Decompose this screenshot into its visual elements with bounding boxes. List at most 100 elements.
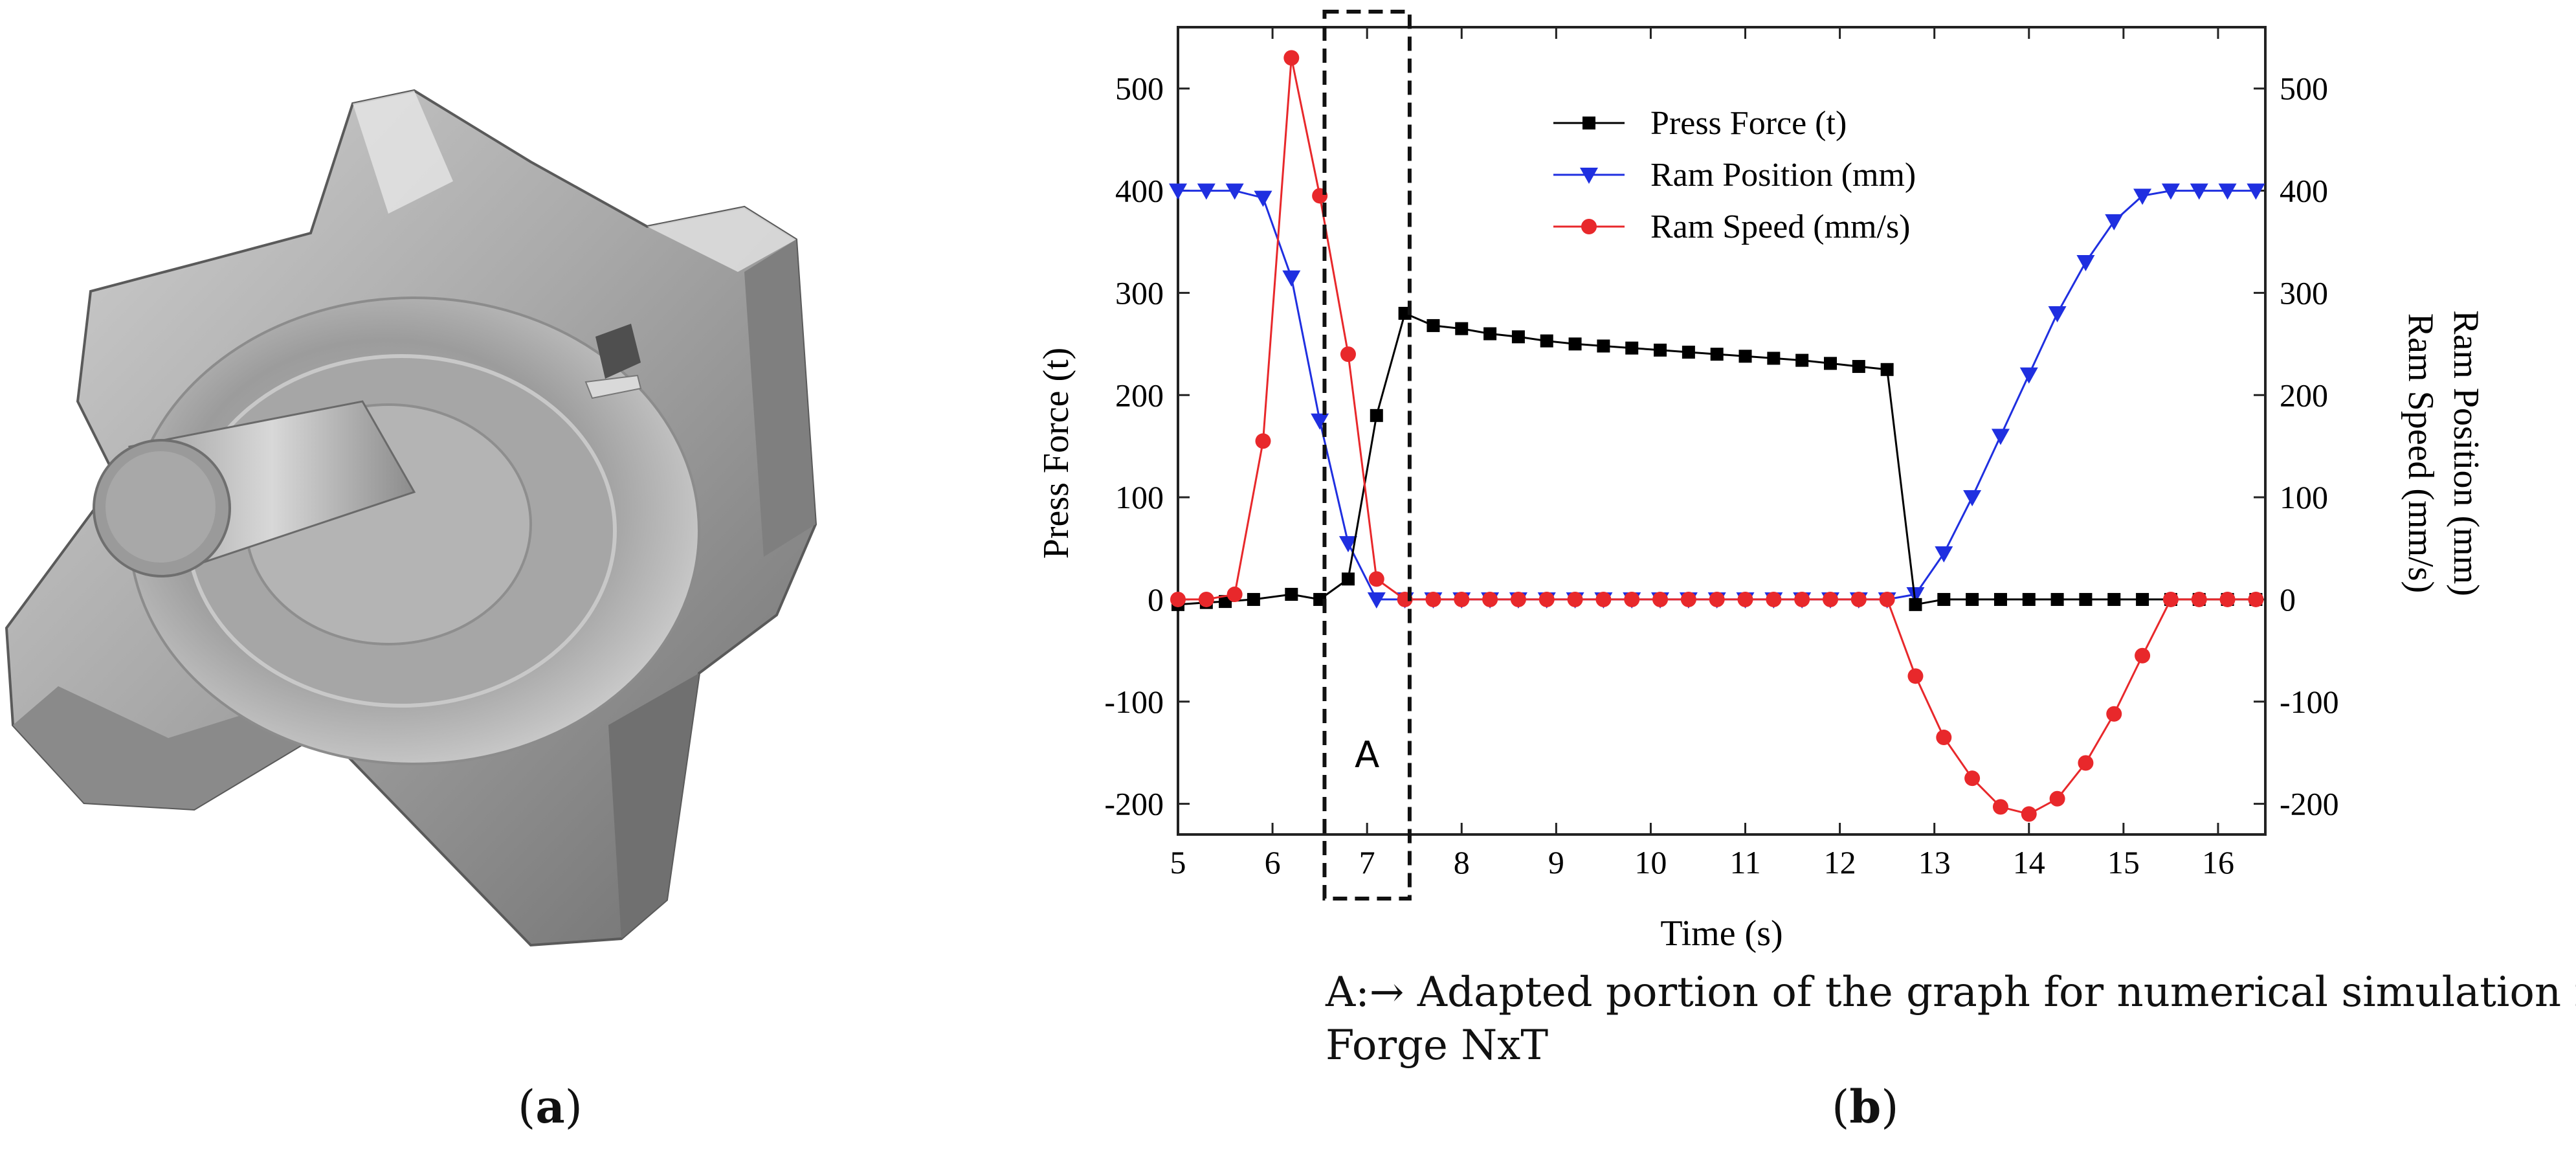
- data-point-ram-position: [1197, 183, 1216, 200]
- data-point-ram-speed: [1652, 591, 1669, 607]
- y-axis-label-right-position: Ram Position (mm): [2446, 310, 2486, 596]
- y-tick-label-right: 400: [2280, 173, 2328, 209]
- y-tick-label-right: 300: [2280, 274, 2328, 311]
- y-tick-label-left: 400: [1115, 173, 1164, 209]
- data-point-press-force: [1597, 339, 1610, 353]
- data-point-ram-speed: [1794, 591, 1810, 607]
- data-point-press-force: [1540, 334, 1553, 348]
- data-point-press-force: [1483, 327, 1497, 341]
- data-point-ram-speed: [2106, 706, 2122, 722]
- data-point-press-force: [1682, 345, 1695, 359]
- data-point-ram-speed: [2219, 591, 2236, 607]
- data-point-ram-speed: [1595, 591, 1612, 607]
- y-axis-label-right-speed: Ram Speed (mm/s): [2401, 313, 2441, 593]
- legend-item-ram-speed: Ram Speed (mm/s): [1553, 208, 1911, 245]
- data-point-press-force: [1824, 357, 1837, 370]
- series-layer: [1169, 50, 2265, 822]
- data-point-ram-speed: [1454, 591, 1470, 607]
- data-point-press-force: [1767, 352, 1781, 365]
- x-tick-label: 12: [1824, 844, 1856, 880]
- series-ram-speed: [1170, 50, 2264, 822]
- data-point-ram-position: [1225, 183, 1244, 200]
- data-point-ram-speed: [1766, 591, 1782, 607]
- data-point-ram-speed: [1879, 591, 1895, 607]
- legend: Press Force (t) Ram Position (mm) Ram Spee…: [1553, 105, 1916, 245]
- data-point-ram-speed: [2162, 591, 2179, 607]
- y-tick-label-left: -100: [1104, 684, 1164, 720]
- data-point-ram-speed: [1538, 591, 1555, 607]
- y-tick-label-left: 300: [1115, 274, 1164, 311]
- data-point-ram-speed: [2021, 806, 2037, 822]
- data-point-press-force: [2136, 592, 2149, 606]
- data-point-press-force: [2079, 592, 2093, 606]
- data-point-ram-speed: [1567, 591, 1583, 607]
- series-line-ram-position: [1178, 190, 2256, 601]
- y-tick-label-right: -200: [2280, 786, 2339, 822]
- data-point-press-force: [1710, 348, 1724, 361]
- data-point-press-force: [1427, 319, 1440, 332]
- data-point-ram-speed: [1170, 591, 1186, 607]
- x-tick-label: 11: [1729, 844, 1760, 880]
- annotation-label-A: A: [1355, 734, 1379, 776]
- data-point-ram-position: [1906, 587, 1925, 604]
- data-point-press-force: [1285, 588, 1298, 601]
- data-point-press-force: [1937, 592, 1951, 606]
- y-tick-label-left: -200: [1104, 786, 1164, 822]
- data-point-ram-speed: [2135, 647, 2151, 664]
- legend-marker: [1580, 168, 1598, 184]
- data-point-press-force: [1455, 322, 1469, 335]
- data-point-press-force: [1738, 350, 1752, 363]
- data-point-ram-position: [2105, 214, 2124, 230]
- y-tick-label-right: -100: [2280, 684, 2339, 720]
- y-tick-label-left: 100: [1115, 479, 1164, 515]
- data-point-ram-speed: [1850, 591, 1867, 607]
- data-point-press-force: [1247, 592, 1260, 606]
- annotation-box-A: [1322, 10, 1412, 901]
- panel-label-a-letter: a: [535, 1080, 565, 1134]
- data-point-press-force: [1370, 409, 1383, 422]
- data-point-ram-position: [2218, 183, 2237, 200]
- y-tick-label-left: 200: [1115, 377, 1164, 413]
- data-point-ram-position: [1935, 546, 1953, 563]
- y-tick-label-left: 0: [1148, 581, 1164, 618]
- data-point-ram-position: [2190, 183, 2208, 200]
- x-tick-label: 5: [1170, 844, 1186, 880]
- data-point-ram-speed: [1482, 591, 1498, 607]
- x-tick-label: 9: [1548, 844, 1564, 880]
- panel-label-b: (b): [1832, 1080, 1899, 1134]
- data-point-ram-position: [2161, 183, 2180, 200]
- data-point-ram-position: [1311, 413, 1329, 430]
- legend-label: Ram Position (mm): [1650, 157, 1916, 194]
- x-tick-label: 14: [2013, 844, 2045, 880]
- data-point-press-force: [1880, 363, 1894, 376]
- x-tick-label: 15: [2107, 844, 2140, 880]
- data-point-ram-speed: [1255, 433, 1271, 449]
- y-tick-label-right: 500: [2280, 71, 2328, 107]
- legend-item-ram-position: Ram Position (mm): [1553, 157, 1916, 194]
- data-point-press-force: [1993, 592, 2007, 606]
- annotation-layer: A: [1322, 10, 1412, 901]
- y-tick-label-right: 100: [2280, 479, 2328, 515]
- panel-label-a: (a): [518, 1080, 583, 1134]
- data-point-press-force: [1966, 592, 1979, 606]
- data-point-ram-speed: [1624, 591, 1640, 607]
- data-point-press-force: [1511, 330, 1525, 344]
- data-point-ram-position: [1282, 270, 1301, 287]
- series-ram-position: [1169, 183, 2265, 609]
- data-point-ram-position: [1338, 536, 1357, 553]
- data-point-ram-speed: [1198, 591, 1214, 607]
- x-tick-label: 8: [1454, 844, 1470, 880]
- data-point-ram-position: [2019, 367, 2038, 384]
- data-point-ram-speed: [1510, 591, 1526, 607]
- data-point-ram-position: [1367, 592, 1386, 609]
- series-press-force: [1171, 306, 2263, 611]
- data-point-press-force: [1654, 343, 1667, 357]
- data-point-ram-position: [2247, 183, 2265, 200]
- forged-part-render: [5, 89, 817, 947]
- data-point-press-force: [2050, 592, 2064, 606]
- axis-ticks: 5 6 7 8 9 10 11 12 13 14 15 16 -200 -200 -100 -100 0 0 100…: [1104, 27, 2339, 880]
- data-point-ram-speed: [1709, 591, 1725, 607]
- x-tick-label: 10: [1634, 844, 1667, 880]
- legend-marker: [1581, 219, 1597, 234]
